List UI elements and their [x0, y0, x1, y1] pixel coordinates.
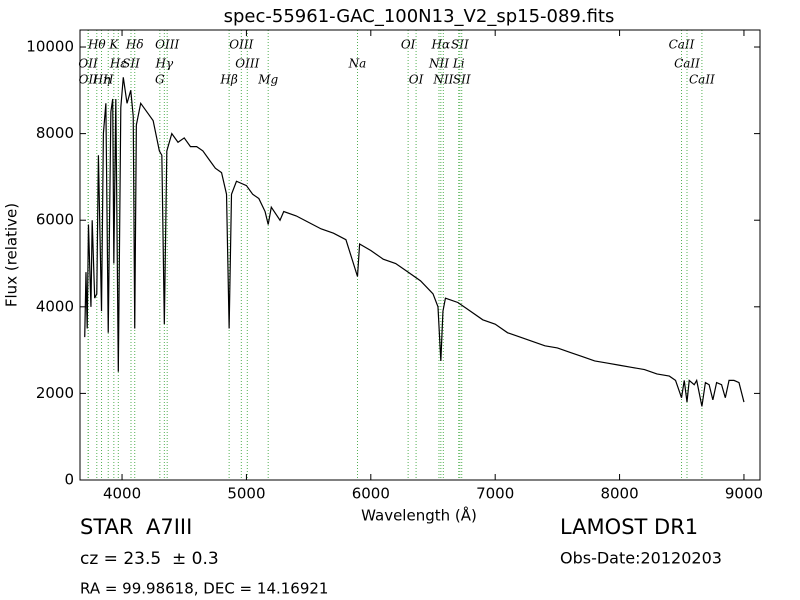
marker-label: Hα: [431, 38, 451, 52]
marker-label: Hθ: [87, 38, 106, 52]
marker-label: OI: [409, 73, 424, 87]
obs-date: Obs-Date:20120203: [560, 549, 722, 568]
y-tick-label: 8000: [36, 124, 74, 142]
marker-label: SII: [451, 38, 469, 52]
coordinates: RA = 99.98618, DEC = 14.16921: [80, 580, 328, 598]
marker-label: Hδ: [125, 38, 144, 52]
spectrum-line: [84, 77, 745, 407]
y-tick-label: 2000: [36, 384, 74, 402]
marker-label: Mg: [257, 73, 278, 87]
marker-label: OI: [401, 38, 416, 52]
marker-label: G: [155, 73, 165, 87]
x-tick-label: 6000: [352, 485, 390, 503]
y-tick-label: 4000: [36, 297, 74, 315]
marker-label: NII: [428, 57, 449, 71]
marker-label: H: [102, 73, 114, 87]
y-axis-label: Flux (relative): [3, 203, 21, 307]
marker-label: CaII: [674, 57, 700, 71]
marker-label: OII: [79, 73, 99, 87]
marker-label: Hβ: [219, 73, 237, 87]
marker-label: OIII: [229, 38, 253, 52]
x-tick-label: 7000: [476, 485, 514, 503]
x-tick-label: 4000: [103, 485, 141, 503]
object-subclass: A7III: [146, 515, 192, 539]
marker-label: OIII: [235, 57, 259, 71]
marker-label: CaII: [669, 38, 695, 52]
redshift: cz = 23.5 ± 0.3: [80, 549, 219, 569]
survey: LAMOST DR1: [560, 515, 698, 539]
marker-label: Hγ: [155, 57, 174, 71]
marker-label: K: [108, 38, 119, 52]
chart-title: spec-55961-GAC_100N13_V2_sp15-089.fits: [224, 6, 615, 27]
marker-label: SII: [122, 57, 140, 71]
plot-frame: [79, 29, 761, 481]
object-class: STAR: [80, 515, 133, 539]
x-tick-label: 8000: [600, 485, 638, 503]
marker-label: Hε: [109, 57, 127, 71]
marker-label: Na: [348, 57, 367, 71]
marker-label: SII: [453, 73, 471, 87]
y-tick-label: 6000: [36, 211, 74, 229]
marker-label: CaII: [689, 73, 715, 87]
x-tick-label: 5000: [227, 485, 265, 503]
x-axis-label: Wavelength (Å): [361, 506, 477, 525]
marker-label: Hη: [92, 73, 111, 87]
x-tick-label: 9000: [725, 485, 763, 503]
marker-label: NII: [432, 73, 453, 87]
y-tick-label: 10000: [26, 38, 74, 56]
marker-label: OIII: [155, 38, 179, 52]
y-tick-label: 0: [64, 471, 74, 489]
marker-label: Li: [452, 57, 465, 71]
